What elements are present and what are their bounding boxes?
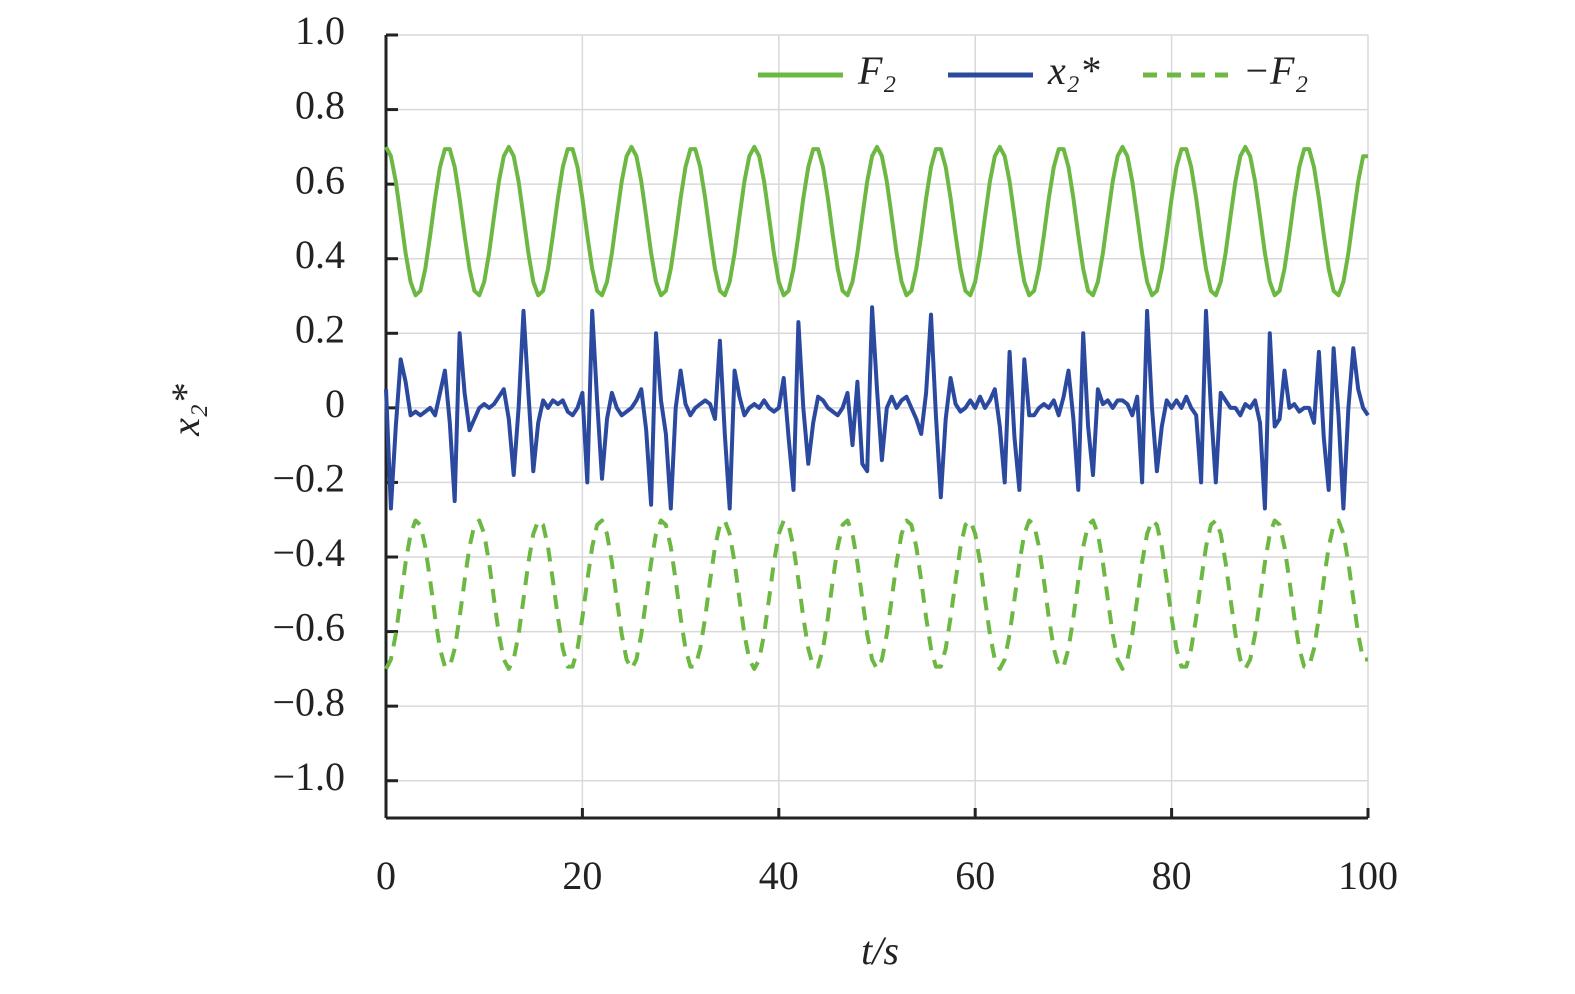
y-tick-label: 0.6 [295,157,345,202]
y-tick-label: −0.6 [272,605,345,650]
x-tick-label: 80 [1152,853,1192,898]
y-tick-label: 0.8 [295,83,345,128]
y-tick-label: 1.0 [295,8,345,53]
legend-label: −F₂ [1243,48,1308,93]
y-tick-label: 0.4 [295,232,345,277]
y-tick-label: −0.2 [272,456,345,501]
y-tick-label: 0 [325,381,345,426]
series-line [384,305,1370,511]
x-tick-label: 20 [562,853,602,898]
x-tick-label: 60 [955,853,995,898]
x-tick-label: 100 [1338,853,1398,898]
x-tick-label: 0 [376,853,396,898]
y-axis-label: x₂* [163,384,208,437]
legend-label: F₂ [857,48,896,93]
x-axis-label: t/s [861,928,899,973]
legend-label: x₂* [1047,48,1100,93]
series-line [384,518,1368,671]
x-tick-label: 40 [759,853,799,898]
y-tick-label: −0.4 [272,530,345,575]
series-line [384,144,1368,298]
y-tick-label: −1.0 [272,754,345,799]
y-tick-label: −0.8 [272,679,345,724]
y-tick-label: 0.2 [295,306,345,351]
